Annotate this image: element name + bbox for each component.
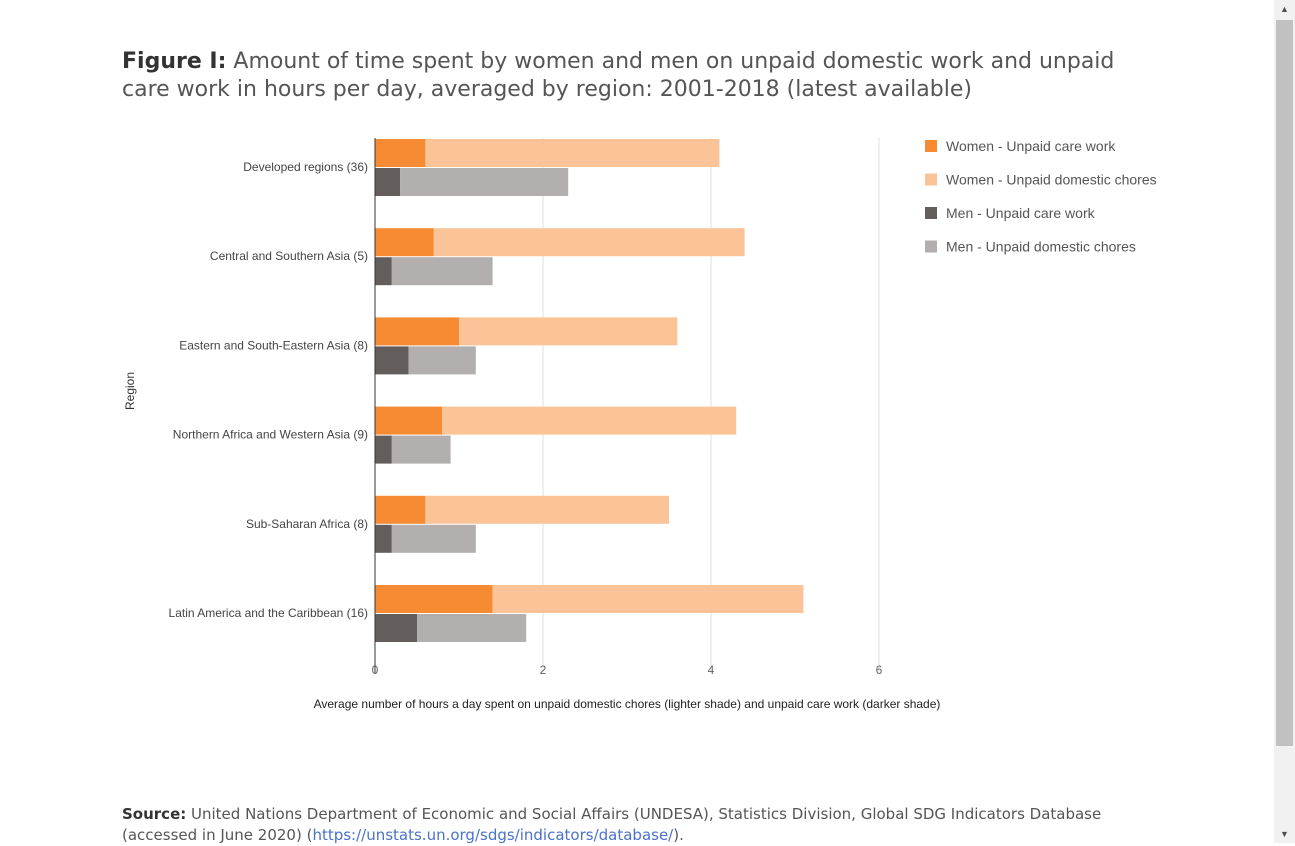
- legend-swatch: [925, 240, 937, 253]
- bar-women: [375, 585, 493, 613]
- legend-label: Women - Unpaid care work: [946, 138, 1116, 154]
- figure-title-text: Amount of time spent by women and men on…: [122, 49, 1115, 102]
- scrollbar[interactable]: ▲ ▼: [1274, 0, 1295, 843]
- x-axis-label: Average number of hours a day spent on u…: [314, 697, 941, 711]
- source-tail: ).: [673, 826, 684, 844]
- bar-men: [391, 524, 476, 553]
- bar-men: [391, 435, 451, 464]
- y-category-label: Eastern and South-Eastern Asia (8): [179, 338, 368, 352]
- bar-women: [492, 585, 804, 613]
- legend-swatch: [925, 140, 937, 152]
- bar-women: [442, 406, 737, 435]
- bar-women: [375, 139, 426, 167]
- x-tick-label: 6: [876, 663, 883, 677]
- bar-women: [425, 139, 720, 167]
- scroll-thumb[interactable]: [1276, 20, 1293, 746]
- source-note: Source: United Nations Department of Eco…: [122, 804, 1162, 846]
- bar-women: [375, 495, 426, 524]
- y-category-label: Latin America and the Caribbean (16): [169, 606, 368, 620]
- y-category-label: Northern Africa and Western Asia (9): [173, 428, 368, 442]
- bar-men: [391, 257, 493, 286]
- bar-men: [375, 435, 392, 464]
- bar-women: [459, 317, 678, 346]
- y-category-label: Central and Southern Asia (5): [210, 249, 368, 263]
- bar-men: [375, 346, 409, 375]
- y-axis-label: Region: [123, 372, 137, 410]
- x-tick-label: 4: [708, 663, 715, 677]
- bar-women: [425, 495, 669, 524]
- legend-label: Men - Unpaid domestic chores: [946, 239, 1136, 255]
- bar-men: [375, 614, 417, 642]
- legend-label: Men - Unpaid care work: [946, 205, 1096, 221]
- source-label: Source:: [122, 805, 187, 823]
- bar-men: [375, 168, 401, 196]
- bar-women: [375, 317, 459, 346]
- y-category-label: Sub-Saharan Africa (8): [246, 517, 368, 531]
- chart: 0246Developed regions (36)Central and So…: [123, 138, 1157, 711]
- y-category-label: Developed regions (36): [243, 160, 368, 174]
- bar-men: [417, 614, 527, 642]
- figure-title: Figure I: Amount of time spent by women …: [122, 48, 1162, 104]
- scroll-down-icon[interactable]: ▼: [1280, 829, 1289, 839]
- legend-swatch: [925, 173, 937, 186]
- source-link[interactable]: https://unstats.un.org/sdgs/indicators/d…: [312, 826, 674, 844]
- bar-men: [375, 257, 392, 286]
- bar-women: [375, 406, 443, 435]
- bar-men: [400, 168, 569, 196]
- bar-women: [375, 228, 434, 257]
- x-tick-label: 2: [540, 663, 547, 677]
- figure-label: Figure I:: [122, 49, 227, 74]
- scroll-up-icon[interactable]: ▲: [1280, 4, 1289, 14]
- source-text: United Nations Department of Economic an…: [122, 805, 1102, 844]
- legend-swatch: [925, 207, 937, 219]
- bar-women: [433, 228, 745, 257]
- bar-men: [375, 524, 392, 553]
- bar-men: [408, 346, 476, 375]
- legend-label: Women - Unpaid domestic chores: [946, 172, 1157, 188]
